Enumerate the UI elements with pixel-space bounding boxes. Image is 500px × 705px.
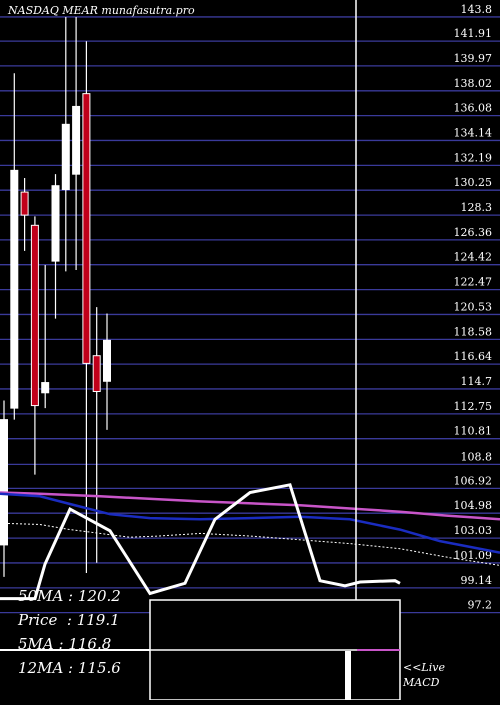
macd-label-macd: MACD bbox=[402, 676, 440, 689]
macd-label-live: <<Live bbox=[403, 661, 445, 674]
macd-overlay-line bbox=[0, 483, 401, 601]
y-tick-label: 106.92 bbox=[454, 474, 493, 487]
stat-5ma: 5MA : 116.8 bbox=[18, 635, 112, 653]
y-tick-label: 103.03 bbox=[454, 524, 493, 537]
candle-body bbox=[61, 123, 70, 191]
candle-body bbox=[82, 93, 91, 364]
y-tick-label: 97.2 bbox=[468, 599, 493, 612]
candle bbox=[82, 41, 91, 574]
y-tick-label: 120.53 bbox=[454, 300, 493, 313]
y-tick-label: 126.36 bbox=[454, 226, 493, 239]
y-tick-label: 143.8 bbox=[461, 3, 493, 16]
candle-body bbox=[10, 169, 19, 409]
candle-body bbox=[41, 382, 50, 394]
y-tick-label: 138.02 bbox=[454, 77, 493, 90]
12ma-line bbox=[0, 492, 500, 554]
candle-body bbox=[103, 339, 111, 382]
y-tick-label: 114.7 bbox=[461, 375, 493, 388]
y-tick-label: 141.91 bbox=[454, 27, 493, 40]
moving-averages bbox=[0, 483, 500, 601]
candle bbox=[92, 307, 101, 563]
y-tick-label: 101.09 bbox=[454, 549, 493, 562]
candle-body bbox=[0, 419, 8, 546]
candle bbox=[72, 16, 81, 271]
y-tick-label: 132.19 bbox=[454, 151, 493, 164]
candle-body bbox=[92, 355, 101, 393]
macd-bar bbox=[345, 651, 351, 700]
stat-12ma: 12MA : 115.6 bbox=[18, 659, 121, 677]
candle bbox=[30, 216, 39, 475]
candle bbox=[103, 313, 111, 430]
candle bbox=[20, 178, 29, 251]
y-tick-label: 104.98 bbox=[454, 499, 493, 512]
5ma-line bbox=[0, 522, 500, 566]
y-tick-label: 122.47 bbox=[454, 276, 493, 289]
y-tick-label: 112.75 bbox=[454, 400, 493, 413]
50ma-line bbox=[0, 491, 500, 521]
y-tick-label: 128.3 bbox=[461, 201, 493, 214]
y-tick-label: 130.25 bbox=[454, 176, 493, 189]
candle bbox=[41, 264, 50, 409]
y-tick-label: 139.97 bbox=[454, 52, 493, 65]
candle-body bbox=[72, 105, 81, 175]
y-tick-label: 118.58 bbox=[454, 325, 493, 338]
y-tick-label: 116.64 bbox=[454, 350, 493, 363]
candle bbox=[61, 16, 70, 272]
y-tick-label: 124.42 bbox=[454, 251, 493, 264]
candle-body bbox=[20, 191, 29, 216]
chart-title: NASDAQ MEAR munafasutra.pro bbox=[7, 4, 195, 17]
macd-panel bbox=[0, 599, 401, 701]
candle bbox=[0, 400, 8, 577]
y-tick-label: 110.81 bbox=[454, 425, 493, 438]
y-tick-label: 136.08 bbox=[454, 102, 493, 115]
candle-body bbox=[30, 224, 39, 407]
candle bbox=[10, 73, 19, 420]
stat-50ma: 50MA : 120.2 bbox=[18, 587, 121, 605]
y-tick-label: 108.8 bbox=[461, 450, 493, 463]
y-axis-ticks: 143.8 141.91 139.97 138.02 136.08 134.14 132.1… bbox=[454, 3, 493, 612]
y-tick-label: 134.14 bbox=[454, 126, 493, 139]
candle-body bbox=[51, 185, 60, 262]
candle bbox=[51, 174, 60, 319]
y-tick-label: 99.14 bbox=[461, 574, 493, 587]
stat-price: Price : 119.1 bbox=[18, 611, 120, 629]
candles bbox=[0, 16, 111, 577]
